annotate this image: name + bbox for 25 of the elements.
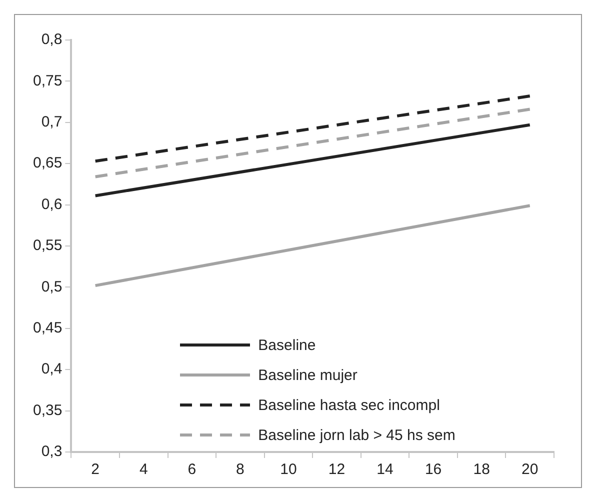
x-tick-label: 12 — [328, 461, 346, 478]
x-tick-label: 16 — [424, 461, 442, 478]
y-tick-label: 0,7 — [41, 114, 62, 131]
y-tick-label: 0,5 — [41, 278, 62, 296]
legend-label: Baseline mujer — [258, 366, 358, 384]
legend-label: Baseline jorn lab > 45 hs sem — [258, 426, 456, 444]
y-tick-label: 0,75 — [32, 72, 62, 90]
x-tick-label: 8 — [236, 461, 244, 478]
legend-label: Baseline — [258, 336, 316, 354]
x-tick-label: 4 — [139, 461, 148, 478]
y-tick-label: 0,65 — [32, 154, 62, 172]
y-tick-label: 0,35 — [32, 402, 62, 419]
x-tick-label: 20 — [522, 461, 538, 478]
legend-label: Baseline hasta sec incompl — [258, 396, 440, 414]
y-tick-label: 0,6 — [41, 196, 62, 213]
x-tick-label: 10 — [280, 461, 297, 478]
x-tick-label: 6 — [188, 461, 196, 478]
y-tick-label: 0,45 — [32, 320, 62, 337]
x-tick-label: 2 — [91, 461, 100, 478]
y-tick-label: 0,8 — [41, 31, 62, 48]
y-tick-label: 0,4 — [41, 360, 62, 378]
y-tick-label: 0,3 — [41, 443, 62, 460]
x-tick-label: 14 — [376, 461, 394, 478]
x-tick-label: 18 — [473, 461, 490, 478]
y-tick-label: 0,55 — [32, 237, 62, 254]
